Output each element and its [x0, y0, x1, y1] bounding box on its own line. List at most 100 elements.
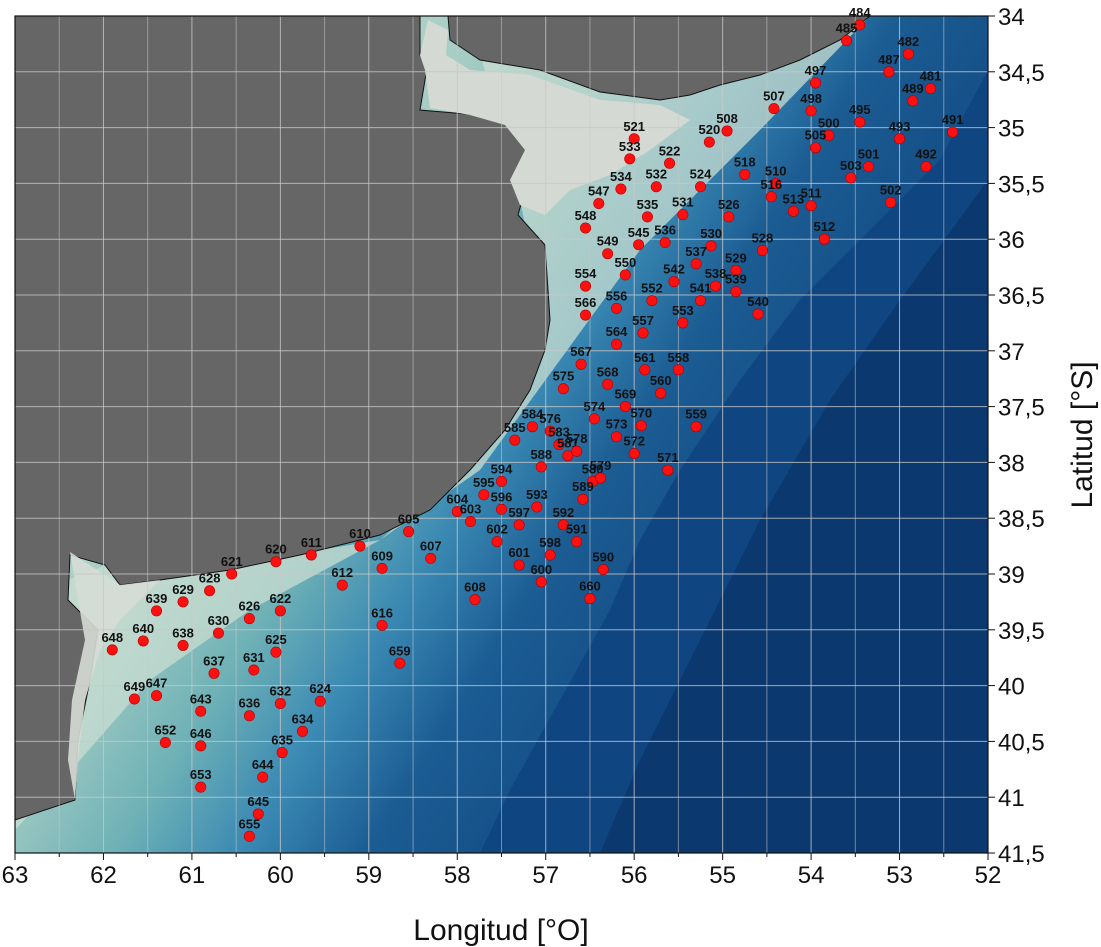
station-label: 638	[172, 625, 194, 640]
station-495: 495	[849, 102, 871, 128]
station-label: 528	[752, 230, 774, 245]
y-tick-label: 36,5	[998, 283, 1045, 310]
inner-shelf	[15, 16, 870, 830]
station-533: 533	[619, 139, 641, 165]
station-marker	[703, 136, 715, 148]
station-574: 574	[584, 399, 606, 425]
station-590: 590	[592, 550, 614, 576]
station-marker	[465, 516, 477, 528]
station-marker	[106, 644, 118, 656]
station-505: 505	[805, 128, 826, 154]
station-marker	[633, 239, 645, 251]
station-marker	[584, 593, 596, 605]
station-marker	[677, 209, 689, 221]
station-647: 647	[146, 676, 167, 702]
station-marker	[628, 133, 640, 145]
station-512: 512	[814, 219, 835, 245]
station-label: 570	[630, 406, 652, 421]
station-label: 495	[849, 102, 871, 117]
station-marker	[690, 421, 702, 433]
station-marker	[544, 425, 556, 437]
station-482: 482	[898, 34, 919, 60]
station-label: 649	[124, 679, 146, 694]
station-label: 588	[530, 447, 552, 462]
station-marker	[593, 197, 605, 209]
station-marker	[376, 619, 388, 631]
station-608: 608	[464, 580, 486, 606]
station-label: 660	[579, 579, 601, 594]
station-marker	[805, 105, 817, 117]
station-marker	[597, 564, 609, 576]
station-label: 524	[690, 167, 712, 182]
y-tick-label: 39	[998, 562, 1025, 589]
station-556: 556	[606, 288, 627, 314]
station-634: 634	[292, 711, 314, 737]
station-label: 492	[915, 147, 937, 162]
x-tick-label: 58	[444, 862, 471, 889]
y-axis-ticks: 34 34,5 35 35,5 36 36,5 37 37,5 38 38,5 39 39,5 40 40…	[988, 4, 1045, 868]
station-481: 481	[920, 69, 941, 95]
station-marker	[925, 83, 937, 95]
station-630: 630	[208, 613, 229, 639]
station-marker	[721, 125, 733, 137]
x-tick-label: 59	[355, 862, 382, 889]
x-tick-label: 62	[90, 862, 117, 889]
station-marker	[553, 439, 565, 451]
station-600: 600	[530, 562, 552, 588]
station-554: 554	[575, 266, 597, 292]
station-marker	[562, 450, 574, 462]
x-tick-label: 61	[179, 862, 206, 889]
station-marker	[580, 222, 592, 234]
station-marker	[646, 295, 658, 307]
y-axis-title: Latitud [°S]	[1066, 361, 1099, 508]
station-604: 604	[446, 492, 469, 518]
station-label: 532	[645, 167, 667, 182]
station-label: 597	[508, 505, 530, 520]
station-marker	[730, 264, 742, 276]
station-marker	[403, 526, 415, 538]
station-marker	[276, 747, 288, 759]
station-628: 628	[199, 571, 220, 597]
station-640: 640	[132, 621, 154, 647]
y-tick-label: 38	[998, 450, 1025, 477]
station-label: 497	[805, 63, 827, 78]
station-553: 553	[672, 303, 694, 329]
station-label: 652	[155, 723, 177, 738]
station-label: 542	[663, 262, 685, 277]
station-label: 611	[301, 535, 322, 550]
station-label: 510	[765, 163, 787, 178]
station-576: 576	[539, 411, 561, 437]
station-569: 569	[614, 387, 636, 413]
station-601: 601	[508, 545, 530, 571]
x-axis-title: Longitud [°O]	[413, 914, 588, 947]
station-marker	[270, 646, 282, 658]
station-marker	[810, 77, 822, 89]
uruguay-coast	[447, 16, 871, 101]
y-tick-label: 41	[998, 785, 1025, 812]
y-tick-label: 39,5	[998, 618, 1045, 645]
station-518: 518	[734, 154, 756, 180]
station-label: 537	[685, 244, 707, 259]
station-660: 660	[579, 579, 601, 605]
station-594: 594	[491, 461, 513, 487]
station-label: 530	[700, 226, 722, 241]
station-marker	[513, 559, 525, 571]
station-marker	[376, 562, 388, 574]
station-marker	[425, 552, 437, 564]
station-635: 635	[271, 733, 293, 759]
station-label: 521	[623, 119, 645, 134]
station-label: 608	[464, 580, 486, 595]
station-label: 585	[504, 420, 526, 435]
station-marker	[662, 464, 674, 476]
station-596: 596	[491, 489, 512, 515]
station-label: 604	[446, 492, 468, 507]
station-545: 545	[628, 225, 649, 251]
station-label: 548	[575, 208, 597, 223]
station-label: 540	[747, 294, 769, 309]
station-marker	[655, 387, 667, 399]
station-label: 498	[800, 91, 822, 106]
station-marker	[639, 364, 651, 376]
station-561: 561	[634, 350, 656, 376]
station-marker	[571, 445, 583, 457]
y-tick-label: 35	[998, 116, 1025, 143]
